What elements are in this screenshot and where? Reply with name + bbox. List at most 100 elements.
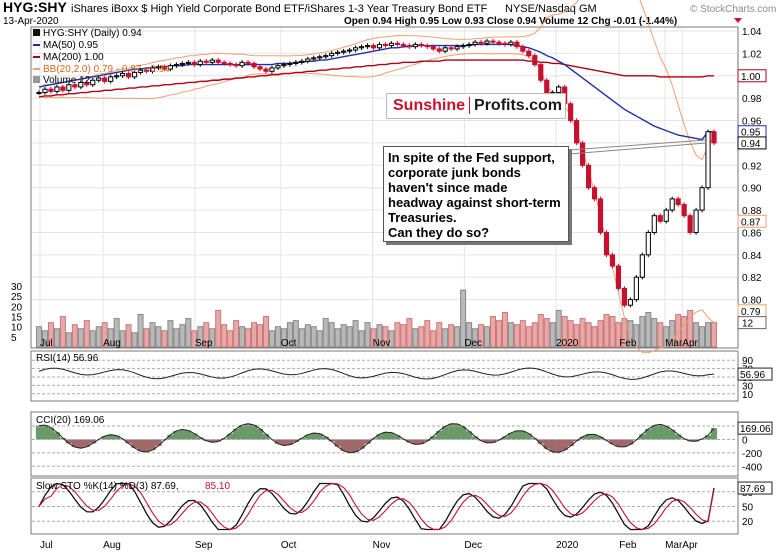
volume-bar bbox=[167, 320, 174, 348]
candle bbox=[191, 61, 197, 66]
month-label: Jul bbox=[40, 338, 53, 349]
price-tick: 1.02 bbox=[742, 49, 762, 60]
candle bbox=[245, 61, 251, 64]
indicator-tick: 90 bbox=[742, 356, 754, 367]
volume-bar bbox=[531, 322, 538, 348]
annotation-line: In spite of the Fed support, bbox=[388, 150, 555, 165]
candle bbox=[502, 42, 508, 45]
price-tag-box bbox=[737, 136, 767, 150]
price-tag-bb_low: 0.79 bbox=[741, 307, 761, 318]
candle bbox=[257, 66, 263, 70]
candle bbox=[532, 55, 538, 66]
annotation-line: haven't since made bbox=[388, 180, 508, 195]
candle bbox=[705, 131, 711, 189]
price-tick: 0.84 bbox=[742, 251, 762, 262]
volume-bar bbox=[328, 322, 335, 348]
month-label: Feb bbox=[619, 338, 637, 349]
volume-bar bbox=[495, 320, 502, 348]
candle bbox=[215, 59, 221, 63]
volume-bar bbox=[549, 322, 556, 348]
volume-bar bbox=[579, 318, 586, 348]
candle bbox=[203, 60, 209, 63]
month-label: Feb bbox=[619, 540, 637, 551]
rsi-label: RSI(14) 56.96 bbox=[36, 353, 99, 364]
candle bbox=[149, 67, 156, 72]
volume-bar bbox=[418, 326, 425, 348]
annotation-line: Can they do so? bbox=[388, 225, 490, 240]
volume-bar bbox=[95, 326, 102, 348]
candle bbox=[341, 50, 347, 53]
candle bbox=[275, 65, 281, 69]
volume-bar bbox=[675, 314, 682, 348]
candle bbox=[90, 79, 96, 86]
candle bbox=[657, 215, 663, 222]
candle bbox=[96, 77, 102, 81]
volume-bar bbox=[424, 320, 431, 348]
volume-bar bbox=[603, 314, 610, 348]
volume-bar bbox=[179, 324, 186, 348]
volume-bar bbox=[573, 324, 580, 348]
month-label: Aug bbox=[103, 338, 121, 349]
candle bbox=[335, 51, 341, 54]
indicator-tag-box bbox=[737, 367, 773, 381]
candle bbox=[42, 88, 48, 94]
candle bbox=[54, 86, 60, 92]
volume-bar bbox=[478, 324, 485, 348]
watermark: © StockCharts.com bbox=[690, 4, 776, 15]
volume-bar bbox=[370, 328, 377, 348]
month-label: Oct bbox=[281, 540, 297, 551]
volume-bar bbox=[268, 330, 275, 348]
candle bbox=[603, 231, 610, 256]
indicator-line bbox=[38, 482, 715, 531]
volume-bar bbox=[693, 322, 700, 348]
candle bbox=[645, 231, 651, 256]
candle bbox=[311, 57, 317, 60]
legend-ma200: MA(200) 1.00 bbox=[43, 52, 104, 63]
volume-bar bbox=[113, 318, 120, 348]
indicator-tag: 87.69 bbox=[740, 484, 765, 495]
legend-bb: BB(20,2.0) 0.79 - 0.87 - 0.94 bbox=[43, 64, 170, 75]
volume-bar bbox=[322, 318, 329, 348]
volume-bar bbox=[430, 330, 437, 348]
candle bbox=[496, 41, 502, 44]
candle bbox=[639, 254, 645, 278]
volume-bar bbox=[657, 322, 664, 348]
volume-tick: 15 bbox=[11, 313, 23, 324]
volume-bar bbox=[239, 326, 246, 348]
candle bbox=[400, 43, 406, 47]
volume-bar bbox=[316, 330, 323, 348]
candle bbox=[615, 265, 622, 289]
volume-bar bbox=[209, 328, 216, 348]
volume-bar bbox=[681, 316, 688, 348]
volume-bar bbox=[376, 324, 383, 348]
month-label: Apr bbox=[682, 338, 698, 349]
indicator-tag-box bbox=[737, 481, 773, 495]
indicator-line bbox=[38, 423, 715, 454]
volume-bar bbox=[711, 322, 718, 348]
candle bbox=[263, 68, 269, 72]
price-tag-ma50: 0.95 bbox=[741, 128, 761, 139]
volume-tick: 30 bbox=[11, 282, 23, 293]
candle bbox=[478, 41, 484, 44]
volume-bar bbox=[585, 322, 592, 348]
candle bbox=[418, 43, 424, 47]
indicator-tick: -200 bbox=[742, 449, 762, 460]
volume-bar bbox=[597, 320, 604, 348]
volume-bar bbox=[280, 328, 287, 348]
volume-bar bbox=[561, 316, 568, 348]
candle bbox=[514, 41, 520, 48]
legend-main: HYG:SHY (Daily) 0.94 bbox=[43, 28, 142, 39]
legend-swatch-volume bbox=[33, 76, 40, 83]
volume-bar bbox=[310, 326, 317, 348]
annotation-pointer bbox=[568, 142, 707, 155]
indicator-tag: 56.96 bbox=[740, 370, 765, 381]
volume-bar bbox=[89, 330, 96, 348]
volume-bar bbox=[173, 328, 180, 348]
volume-bar bbox=[77, 328, 84, 348]
candle bbox=[353, 47, 359, 51]
candle bbox=[442, 47, 448, 52]
candle bbox=[508, 41, 514, 45]
month-label: 2020 bbox=[556, 540, 579, 551]
candle bbox=[131, 71, 138, 78]
